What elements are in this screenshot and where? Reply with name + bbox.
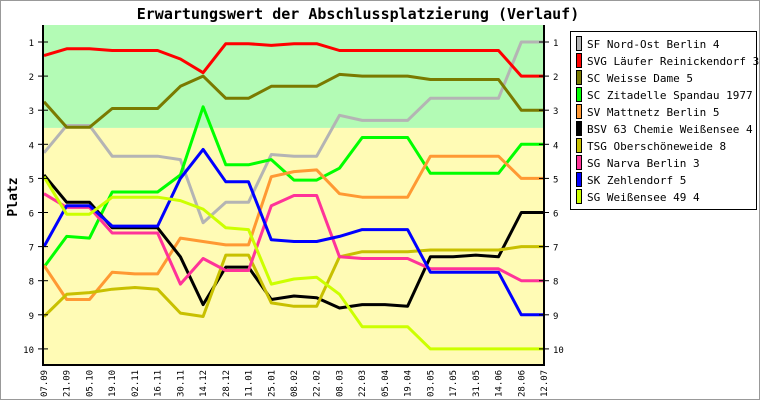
y-tick-label-left: 7 bbox=[29, 244, 34, 254]
legend-label: SK Zehlendorf 5 bbox=[587, 174, 686, 187]
legend-swatch bbox=[576, 87, 582, 102]
y-tick-label-right: 3 bbox=[553, 107, 558, 117]
x-tick-label: 17.05 bbox=[449, 370, 459, 397]
legend-label: BSV 63 Chemie Weißensee 4 bbox=[587, 123, 753, 136]
x-tick-label: 28.12 bbox=[222, 370, 232, 397]
legend-swatch bbox=[576, 53, 582, 68]
legend-label: SG Weißensee 49 4 bbox=[587, 191, 700, 204]
x-tick-label: 30.11 bbox=[176, 370, 186, 397]
legend-swatch bbox=[576, 189, 582, 204]
series-line-7 bbox=[43, 192, 544, 286]
x-tick-label: 02.11 bbox=[131, 370, 141, 397]
y-tick-label-left: 2 bbox=[29, 73, 34, 83]
y-tick-label-left: 9 bbox=[29, 312, 34, 322]
chart-title: Erwartungswert der Abschlussplatzierung … bbox=[137, 5, 580, 23]
series-line-0 bbox=[42, 40, 544, 225]
legend-swatch bbox=[576, 121, 582, 136]
legend-swatch bbox=[576, 155, 582, 170]
x-tick-label: 12.07 bbox=[540, 370, 550, 397]
series-lines bbox=[42, 40, 544, 351]
x-tick-label: 14.12 bbox=[199, 370, 209, 397]
x-tick-label: 03.05 bbox=[426, 370, 436, 397]
series-line-4 bbox=[42, 154, 544, 301]
x-tick-label: 28.06 bbox=[517, 370, 527, 397]
x-tick-label: 19.04 bbox=[404, 370, 414, 397]
legend-box bbox=[570, 31, 757, 210]
y-tick-label-right: 5 bbox=[553, 175, 558, 185]
x-tick-label: 08.03 bbox=[335, 370, 345, 397]
legend-label: TSG Oberschöneweide 8 bbox=[587, 140, 726, 153]
y-tick-label-right: 2 bbox=[553, 73, 558, 83]
y-tick-label-right: 9 bbox=[553, 312, 558, 322]
y-tick-label-right: 8 bbox=[553, 278, 558, 288]
legend: SF Nord-Ost Berlin 4 SVG Läufer Reinicken… bbox=[570, 31, 759, 210]
legend-swatch bbox=[576, 70, 582, 85]
x-tick-label: 07.09 bbox=[40, 370, 50, 397]
legend-swatch bbox=[576, 172, 582, 187]
series-line-9 bbox=[42, 175, 544, 351]
series-line-6 bbox=[42, 245, 544, 318]
legend-label: SG Narva Berlin 3 bbox=[587, 157, 700, 170]
x-tick-label: 05.04 bbox=[381, 370, 391, 397]
legend-label: SC Weisse Dame 5 bbox=[587, 72, 693, 85]
legend-label: SVG Läufer Reinickendorf 3 bbox=[587, 55, 759, 68]
legend-label: SF Nord-Ost Berlin 4 bbox=[587, 38, 720, 51]
x-tick-label: 11.01 bbox=[245, 370, 255, 397]
zone-0 bbox=[43, 25, 544, 128]
x-tick-label: 25.01 bbox=[267, 370, 277, 397]
x-tick-label: 21.09 bbox=[63, 370, 73, 397]
y-tick-label-left: 4 bbox=[29, 141, 34, 151]
legend-swatch bbox=[576, 36, 582, 51]
y-tick-label-left: 8 bbox=[29, 278, 34, 288]
series-line-1 bbox=[43, 42, 544, 78]
y-axis-label: Platz bbox=[6, 177, 21, 216]
background-zones bbox=[43, 25, 544, 365]
x-tick-label: 22.03 bbox=[358, 370, 368, 397]
y-tick-label-left: 3 bbox=[29, 107, 34, 117]
y-tick-label-left: 5 bbox=[29, 175, 34, 185]
y-tick-label-right: 4 bbox=[553, 141, 558, 151]
y-tick-label-right: 10 bbox=[553, 346, 564, 356]
x-tick-label: 16.11 bbox=[154, 370, 164, 397]
y-tick-label-right: 1 bbox=[553, 39, 558, 49]
legend-label: SC Zitadelle Spandau 1977 4 bbox=[587, 89, 759, 102]
y-tick-label-right: 6 bbox=[553, 210, 558, 220]
zone-1 bbox=[43, 127, 544, 365]
x-tick-label: 08.02 bbox=[290, 370, 300, 397]
y-tick-label-right: 7 bbox=[553, 244, 558, 254]
y-tick-label-left: 10 bbox=[23, 346, 34, 356]
y-tick-label-left: 1 bbox=[29, 39, 34, 49]
series-line-3 bbox=[42, 105, 544, 268]
series-line-2 bbox=[42, 72, 544, 129]
x-tick-label: 05.10 bbox=[85, 370, 95, 397]
axes: 1 1 2 2 3 3 4 4 5 5 6 6 7 7 8 8 9 9 10 10 07.09 21.09 05.10 19.… bbox=[23, 25, 564, 397]
legend-swatch bbox=[576, 104, 582, 119]
x-tick-label: 19.10 bbox=[108, 370, 118, 397]
y-tick-label-left: 6 bbox=[29, 210, 34, 220]
series-line-5 bbox=[42, 174, 544, 310]
x-tick-label: 31.05 bbox=[472, 370, 482, 397]
x-tick-label: 14.06 bbox=[495, 370, 505, 397]
x-tick-label: 22.02 bbox=[313, 370, 323, 397]
series-line-8 bbox=[42, 147, 544, 317]
legend-label: SV Mattnetz Berlin 5 bbox=[587, 106, 719, 119]
legend-swatch bbox=[576, 138, 582, 153]
